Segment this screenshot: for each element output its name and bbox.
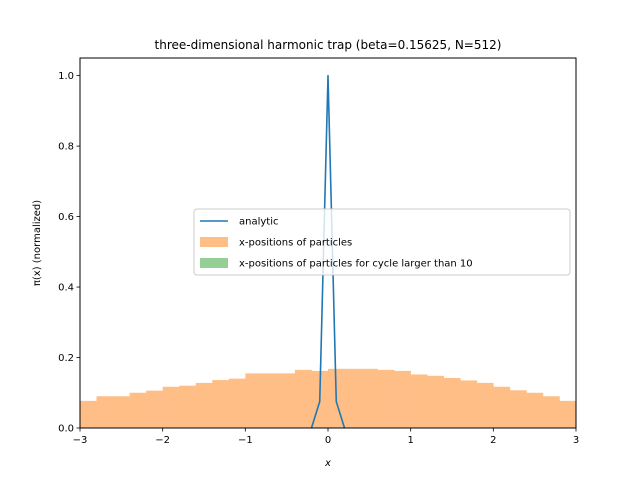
y-tick-label: 1.0 bbox=[58, 71, 74, 82]
histogram-bar bbox=[113, 396, 130, 428]
y-tick-label: 0.2 bbox=[58, 353, 74, 364]
x-tick-label: 3 bbox=[573, 435, 579, 446]
y-axis: 0.0 0.2 0.4 0.6 0.8 1.0 bbox=[58, 71, 80, 435]
histogram-bar bbox=[542, 396, 560, 428]
y-tick-label: 0.0 bbox=[58, 424, 74, 435]
legend-swatch-patch bbox=[200, 237, 228, 247]
y-axis-title: π(x) (normalized) bbox=[32, 200, 43, 286]
x-axis: −3 −2 −1 0 1 2 3 bbox=[73, 428, 579, 446]
histogram-bar bbox=[162, 386, 180, 428]
histogram-bar bbox=[195, 382, 213, 428]
legend-label: analytic bbox=[239, 217, 279, 228]
histogram-bar bbox=[344, 368, 362, 428]
histogram-bar bbox=[410, 374, 428, 428]
histogram-bar bbox=[80, 400, 97, 428]
histogram-bar bbox=[427, 375, 445, 428]
analytic-line bbox=[310, 74, 346, 429]
x-tick-label: −1 bbox=[238, 435, 253, 446]
histogram-bar bbox=[443, 377, 461, 428]
x-axis-title: x bbox=[324, 458, 331, 469]
x-tick-label: 0 bbox=[325, 435, 331, 446]
x-tick-label: 1 bbox=[407, 435, 413, 446]
plot-area bbox=[80, 74, 577, 429]
x-tick-label: −2 bbox=[155, 435, 170, 446]
y-tick-label: 0.6 bbox=[58, 212, 74, 223]
histogram-bar bbox=[361, 368, 378, 428]
histogram-bar bbox=[294, 369, 312, 428]
histogram-bar bbox=[245, 373, 263, 428]
histogram-bar bbox=[493, 386, 511, 428]
histogram-bar bbox=[179, 385, 197, 428]
y-tick-label: 0.8 bbox=[58, 142, 74, 153]
legend: analytic x-positions of particles x-positi… bbox=[193, 208, 571, 276]
histogram-bar bbox=[129, 392, 147, 428]
legend-swatch-patch bbox=[200, 258, 228, 268]
x-tick-label: 2 bbox=[490, 435, 496, 446]
histogram-bar bbox=[394, 370, 411, 428]
histogram-bar bbox=[476, 382, 494, 428]
chart-title: three-dimensional harmonic trap (beta=0.… bbox=[155, 38, 502, 52]
legend-label: x-positions of particles for cycle large… bbox=[239, 259, 473, 270]
histogram-bar bbox=[526, 392, 544, 428]
y-tick-label: 0.4 bbox=[58, 283, 74, 294]
x-tick-label: −3 bbox=[73, 435, 88, 446]
legend-label: x-positions of particles bbox=[239, 238, 352, 249]
histogram-bar bbox=[228, 378, 246, 428]
legend-frame bbox=[193, 208, 571, 276]
histogram-bar bbox=[261, 373, 279, 428]
histogram-bar bbox=[377, 369, 395, 428]
histogram-bar bbox=[278, 373, 296, 428]
histogram-bar bbox=[146, 390, 163, 428]
histogram-bar bbox=[212, 380, 230, 428]
histogram-bar bbox=[96, 396, 114, 428]
histogram-bar bbox=[460, 380, 478, 428]
histogram-bar bbox=[509, 390, 527, 428]
histogram-bar bbox=[559, 400, 577, 428]
